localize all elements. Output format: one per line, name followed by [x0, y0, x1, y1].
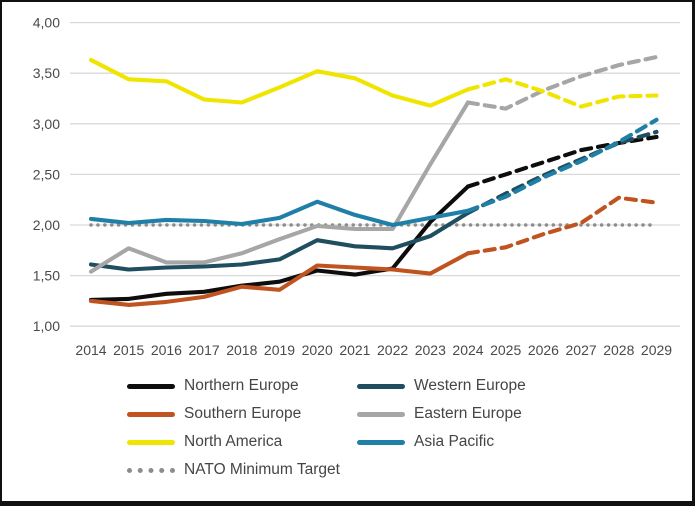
legend-label-western-europe: Western Europe: [414, 377, 526, 394]
x-tick-label: 2027: [566, 342, 597, 358]
y-tick-label: 2,50: [33, 166, 60, 182]
asia-pacific-swatch: [357, 439, 405, 445]
x-tick-label: 2017: [189, 342, 220, 358]
north-america-line-projected: [465, 77, 659, 109]
y-tick-label: 3,50: [33, 65, 60, 81]
line-chart-plot: 4,00 3,50 3,00 2,50 2,00 1,50 1,00 2014 2015 2016…: [33, 15, 680, 358]
y-tick-label: 1,50: [33, 268, 60, 284]
legend-item-asia-pacific: Asia Pacific: [357, 433, 587, 451]
southern-europe-line-solid: [88, 251, 471, 307]
eastern-europe-swatch: [357, 411, 405, 417]
legend-item-western-europe: Western Europe: [357, 377, 587, 395]
y-tick-label: 1,00: [33, 318, 60, 334]
legend-label-southern-europe: Southern Europe: [184, 405, 302, 422]
x-tick-label: 2025: [490, 342, 521, 358]
legend-label-northern-europe: Northern Europe: [184, 377, 299, 394]
x-tick-label: 2018: [226, 342, 257, 358]
x-tick-label: 2016: [151, 342, 182, 358]
nato-minimum-target-swatch: [127, 467, 175, 473]
northern-europe-line-solid: [88, 184, 471, 302]
southern-europe-line-projected: [465, 195, 659, 256]
x-tick-label: 2019: [264, 342, 295, 358]
x-tick-label: 2022: [377, 342, 408, 358]
x-tick-label: 2015: [113, 342, 144, 358]
legend-item-eastern-europe: Eastern Europe: [357, 405, 587, 423]
eastern-europe-line-solid: [88, 100, 471, 274]
north-america-swatch: [127, 439, 175, 445]
y-tick-label: 3,00: [33, 116, 60, 132]
northern-europe-line-projected: [465, 134, 659, 189]
legend-label-north-america: North America: [184, 433, 283, 450]
x-tick-label: 2024: [452, 342, 483, 358]
asia-pacific-line-projected: [465, 117, 659, 213]
legend-item-southern-europe: Southern Europe: [127, 405, 357, 423]
x-tick-label: 2014: [75, 342, 106, 358]
legend-item-north-america: North America: [127, 433, 357, 451]
north-america-line-solid: [88, 57, 471, 108]
chart-legend: Northern Europe Western Europe Southern …: [127, 372, 587, 484]
y-tick-label: 4,00: [33, 15, 60, 31]
asia-pacific-line-solid: [88, 199, 471, 228]
western-europe-line-solid: [88, 210, 471, 272]
northern-europe-swatch: [127, 383, 175, 389]
x-tick-label: 2029: [641, 342, 672, 358]
x-tick-label: 2021: [339, 342, 370, 358]
x-tick-label: 2028: [603, 342, 634, 358]
southern-europe-swatch: [127, 411, 175, 417]
western-europe-swatch: [357, 383, 405, 389]
legend-label-eastern-europe: Eastern Europe: [414, 405, 522, 422]
legend-item-nato-minimum-target: NATO Minimum Target: [127, 461, 357, 479]
y-tick-label: 2,00: [33, 217, 60, 233]
eastern-europe-line-projected: [465, 54, 659, 111]
x-tick-label: 2020: [302, 342, 333, 358]
legend-label-nato-minimum-target: NATO Minimum Target: [184, 461, 340, 478]
x-tick-label: 2023: [415, 342, 446, 358]
x-tick-label: 2026: [528, 342, 559, 358]
legend-item-northern-europe: Northern Europe: [127, 377, 357, 395]
legend-label-asia-pacific: Asia Pacific: [414, 433, 495, 450]
